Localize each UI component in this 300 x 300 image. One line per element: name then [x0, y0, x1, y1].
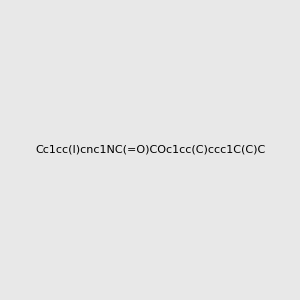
Text: Cc1cc(I)cnc1NC(=O)COc1cc(C)ccc1C(C)C: Cc1cc(I)cnc1NC(=O)COc1cc(C)ccc1C(C)C: [35, 145, 265, 155]
